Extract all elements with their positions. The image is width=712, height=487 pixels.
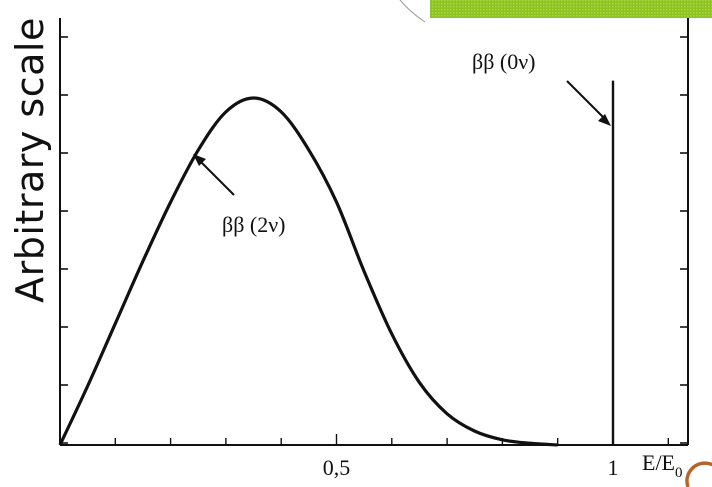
slide-corner-circle	[685, 461, 712, 487]
plot-area	[58, 80, 615, 447]
annotation-arrowhead-2nu	[193, 154, 206, 166]
series-line-2nu	[58, 96, 558, 447]
x-axis-label: E/E0	[642, 450, 683, 481]
annotation-label-0nu: ββ (0ν)	[472, 49, 536, 74]
x-tick-label: 1	[608, 455, 619, 480]
x-axis-label-subscript: 0	[675, 465, 683, 481]
ticks: 0,5 1 E/E0	[60, 36, 688, 481]
y-axis-label: Arbitrary scale	[8, 17, 52, 303]
annotation-label-2nu: ββ (2ν)	[222, 212, 286, 237]
slide-corner-line	[399, 0, 426, 23]
axes	[59, 18, 689, 446]
x-tick-label: 0,5	[323, 455, 351, 480]
slide-accent-band	[430, 0, 712, 18]
annotation-arrow-0nu	[566, 80, 607, 121]
annotation-arrow-2nu	[198, 159, 235, 196]
annotations: ββ (2ν) ββ (0ν)	[193, 49, 611, 237]
annotation-arrowhead-0nu	[598, 114, 611, 126]
